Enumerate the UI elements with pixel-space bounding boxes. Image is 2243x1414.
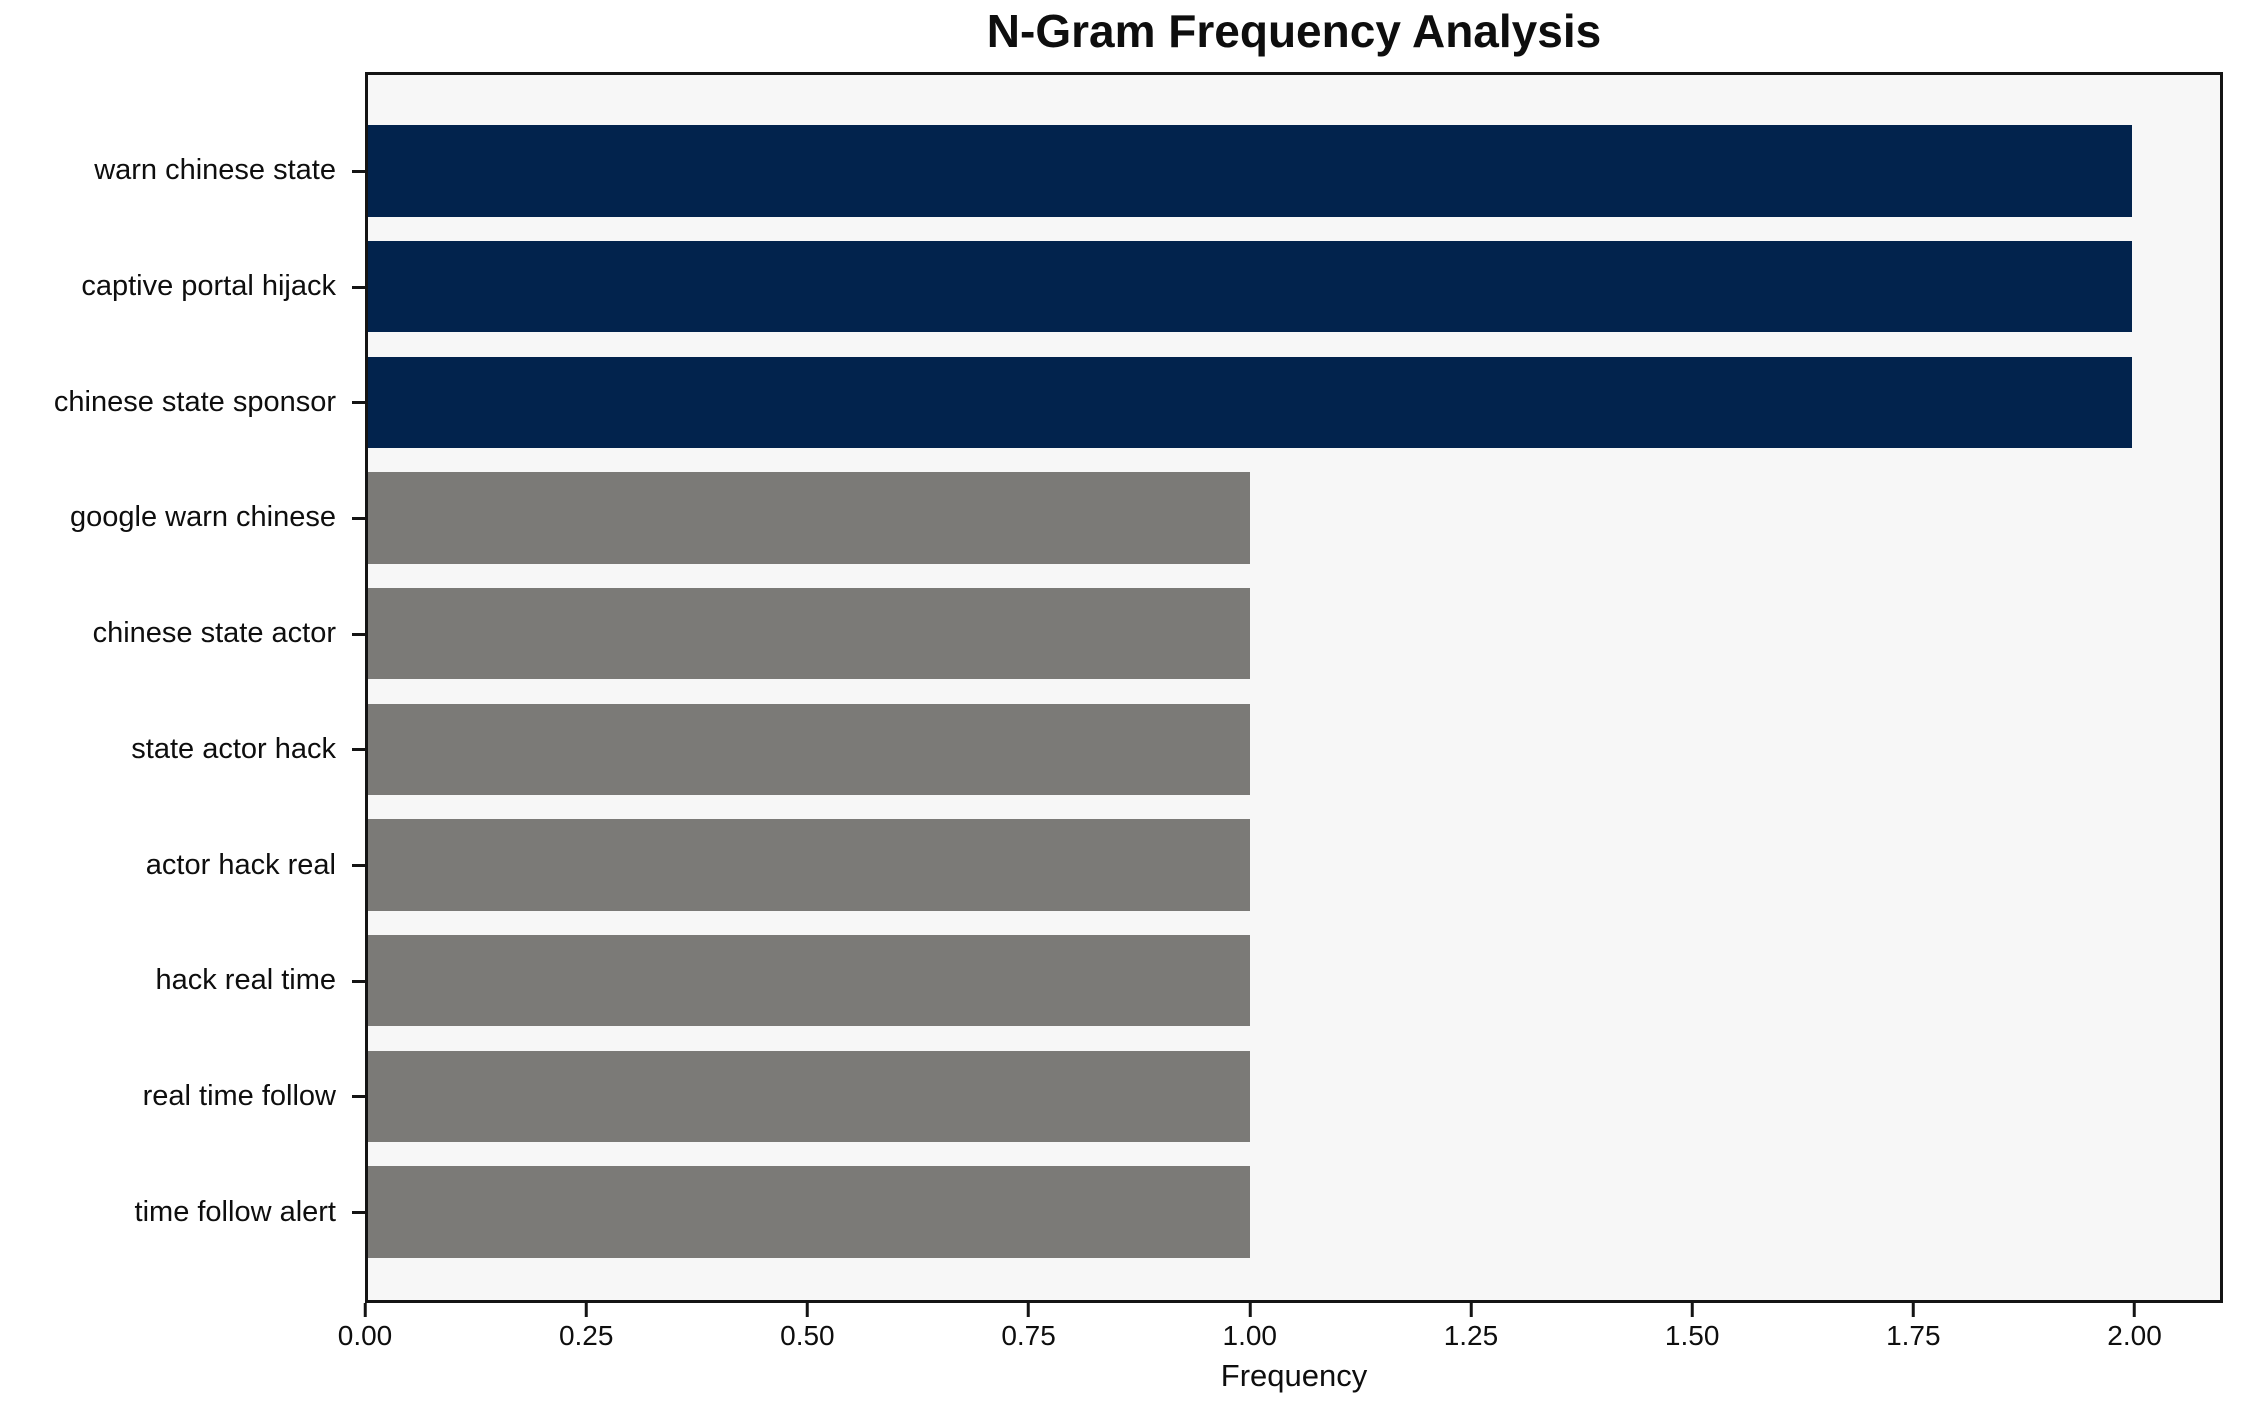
- x-tick-label: 2.00: [2107, 1320, 2162, 1351]
- bars-container: warn chinese state captive portal hijack c…: [54, 113, 2220, 1270]
- bar-row: actor hack real: [146, 807, 2220, 923]
- bar-row: state actor hack: [131, 692, 2220, 808]
- bar-row: google warn chinese: [70, 460, 2220, 576]
- bar-row: captive portal hijack: [81, 229, 2220, 345]
- bar: [368, 935, 1250, 1027]
- y-axis-label: real time follow: [142, 1079, 336, 1112]
- x-tick: 1.50: [1664, 1303, 1720, 1351]
- bar-row: chinese state actor: [93, 576, 2220, 692]
- y-axis-label: warn chinese state: [94, 154, 336, 187]
- y-axis-label: time follow alert: [134, 1195, 336, 1228]
- y-axis-label: google warn chinese: [69, 501, 336, 534]
- x-tick-mark: [805, 1303, 809, 1317]
- y-tick-mark: [352, 748, 365, 752]
- bar-row: chinese state sponsor: [54, 344, 2220, 460]
- x-tick-label: 0.25: [558, 1320, 614, 1351]
- bar: [368, 125, 2132, 217]
- x-tick-label: 1.00: [1222, 1320, 1278, 1351]
- x-tick-mark: [1248, 1303, 1252, 1317]
- x-tick-label: 1.50: [1664, 1320, 1720, 1351]
- x-tick-label: 0.00: [337, 1320, 393, 1351]
- y-tick-mark: [352, 1211, 365, 1215]
- y-tick-mark: [352, 285, 365, 289]
- x-tick: 0.00: [337, 1303, 393, 1351]
- x-tick: 2.00: [2107, 1303, 2162, 1350]
- bar: [368, 356, 2132, 448]
- x-tick-label: 1.75: [1886, 1320, 1941, 1351]
- bar-row: hack real time: [155, 923, 2220, 1039]
- x-axis-ticks: 0.00 0.25 0.50 0.75 1.00 1.25 1.50 1.75 2.00: [338, 1303, 2223, 1365]
- x-tick-mark: [1027, 1303, 1031, 1317]
- x-tick-mark: [584, 1303, 588, 1317]
- x-tick-mark: [1469, 1303, 1473, 1317]
- x-tick: 0.25: [558, 1303, 614, 1351]
- x-tick-label: 1.25: [1443, 1320, 1499, 1351]
- y-tick-mark: [352, 401, 365, 405]
- y-tick-mark: [352, 1095, 365, 1099]
- bar: [368, 819, 1250, 911]
- x-tick-mark: [2133, 1303, 2137, 1317]
- y-tick-mark: [352, 632, 365, 636]
- y-tick-mark: [352, 516, 365, 520]
- plot-area: warn chinese state captive portal hijack c…: [54, 72, 2223, 1303]
- bar-row: real time follow: [143, 1039, 2220, 1155]
- y-tick-mark: [352, 169, 365, 173]
- bar: [368, 472, 1250, 564]
- y-tick-mark: [352, 864, 365, 868]
- x-tick-label: 0.50: [780, 1320, 835, 1351]
- y-axis-label: captive portal hijack: [81, 270, 336, 303]
- y-tick-mark: [352, 979, 365, 983]
- bar: [368, 1050, 1250, 1143]
- x-axis-label: Frequency: [1220, 1358, 1368, 1393]
- x-tick: 0.75: [1001, 1303, 1056, 1350]
- x-tick: 1.00: [1222, 1303, 1278, 1351]
- y-axis-label: chinese state sponsor: [53, 385, 336, 418]
- x-tick: 1.25: [1443, 1303, 1499, 1351]
- y-axis-label: actor hack real: [145, 848, 336, 881]
- x-tick-mark: [1690, 1303, 1694, 1317]
- bar: [368, 703, 1250, 796]
- x-tick-mark: [1911, 1303, 1915, 1317]
- chart-title: N-Gram Frequency Analysis: [986, 5, 1602, 57]
- y-axis-label: state actor hack: [131, 732, 336, 765]
- bar: [368, 587, 1250, 680]
- bar-row: time follow alert: [135, 1154, 2220, 1270]
- bar: [368, 1166, 1250, 1258]
- x-tick: 0.50: [780, 1303, 835, 1350]
- bar: [368, 240, 2132, 333]
- y-axis-label: chinese state actor: [92, 617, 336, 650]
- y-axis-label: hack real time: [155, 964, 336, 997]
- x-tick: 1.75: [1886, 1303, 1941, 1350]
- x-tick-mark: [363, 1303, 367, 1317]
- bar-row: warn chinese state: [94, 113, 2220, 229]
- x-tick-label: 0.75: [1001, 1320, 1056, 1351]
